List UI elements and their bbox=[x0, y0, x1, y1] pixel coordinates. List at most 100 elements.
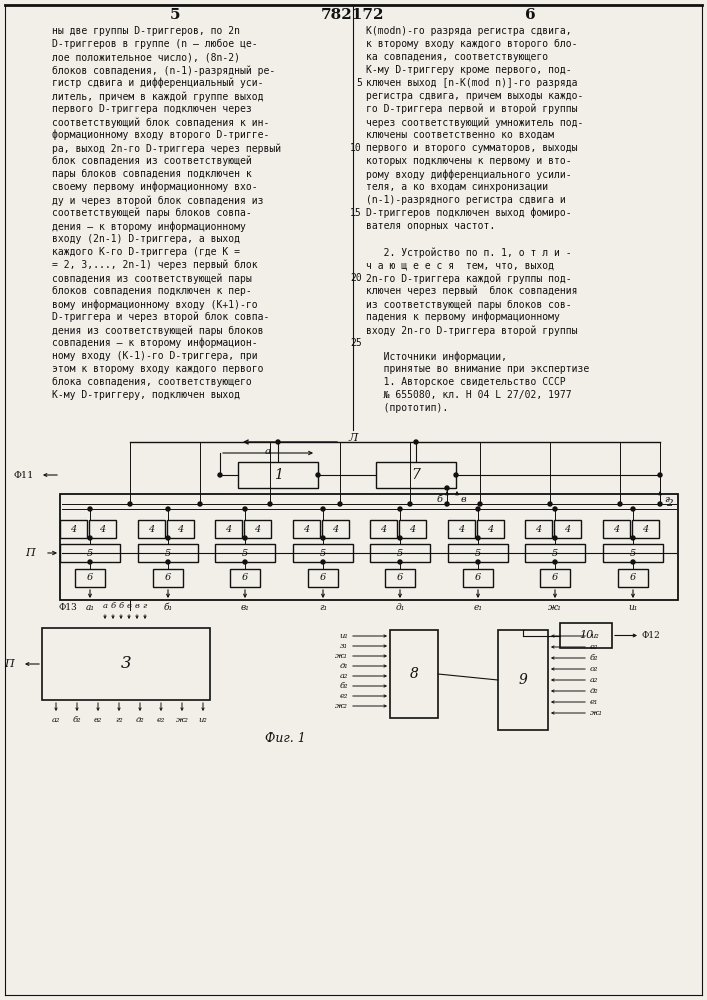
Circle shape bbox=[445, 502, 449, 506]
Text: а₁: а₁ bbox=[86, 603, 95, 612]
Circle shape bbox=[548, 502, 552, 506]
Text: д₁: д₁ bbox=[395, 603, 404, 612]
Text: принятые во внимание при экспертизе: принятые во внимание при экспертизе bbox=[366, 364, 589, 374]
Text: ключен выход [n-K(mod n)]-го разряда: ключен выход [n-K(mod n)]-го разряда bbox=[366, 78, 578, 88]
Bar bbox=[42, 628, 210, 700]
Circle shape bbox=[276, 440, 280, 444]
Text: д₁: д₁ bbox=[339, 662, 348, 670]
Text: дения – к второму информационному: дения – к второму информационному bbox=[52, 221, 246, 232]
Text: Источники информации,: Источники информации, bbox=[366, 351, 507, 361]
Circle shape bbox=[88, 560, 92, 564]
Circle shape bbox=[128, 502, 132, 506]
Circle shape bbox=[658, 502, 662, 506]
Text: которых подключены к первому и вто-: которых подключены к первому и вто- bbox=[366, 156, 572, 166]
Text: 5: 5 bbox=[242, 548, 248, 558]
Text: 5: 5 bbox=[630, 548, 636, 558]
Bar bbox=[89, 520, 116, 538]
Text: Φ13: Φ13 bbox=[59, 603, 77, 612]
Text: д₂: д₂ bbox=[590, 687, 599, 695]
Circle shape bbox=[166, 536, 170, 540]
Text: регистра сдвига, причем выходы каждо-: регистра сдвига, причем выходы каждо- bbox=[366, 91, 583, 101]
Text: ч а ю щ е е с я  тем, что, выход: ч а ю щ е е с я тем, что, выход bbox=[366, 260, 554, 270]
Text: Φ11: Φ11 bbox=[14, 471, 34, 480]
Bar bbox=[525, 544, 585, 562]
Text: вому информационному входу (К+1)-го: вому информационному входу (К+1)-го bbox=[52, 299, 257, 310]
Text: первого D-триггера подключен через: первого D-триггера подключен через bbox=[52, 104, 252, 114]
Circle shape bbox=[553, 507, 557, 511]
Text: 15: 15 bbox=[350, 208, 362, 218]
Circle shape bbox=[243, 507, 247, 511]
Bar bbox=[618, 569, 648, 587]
Bar bbox=[554, 520, 581, 538]
Text: 6: 6 bbox=[87, 574, 93, 582]
Text: дения из соответствующей пары блоков: дения из соответствующей пары блоков bbox=[52, 325, 264, 336]
Text: ж₁: ж₁ bbox=[335, 652, 348, 660]
Text: 4: 4 bbox=[71, 524, 76, 534]
Circle shape bbox=[398, 560, 402, 564]
Circle shape bbox=[476, 507, 480, 511]
Bar bbox=[463, 569, 493, 587]
Circle shape bbox=[166, 560, 170, 564]
Circle shape bbox=[243, 560, 247, 564]
Bar bbox=[540, 569, 570, 587]
Text: а₂: а₂ bbox=[339, 672, 348, 680]
Text: б₂: б₂ bbox=[73, 716, 81, 724]
Circle shape bbox=[268, 502, 272, 506]
Text: 4: 4 bbox=[643, 524, 648, 534]
Text: 5: 5 bbox=[552, 548, 558, 558]
Text: (n-1)-разрядного регистра сдвига и: (n-1)-разрядного регистра сдвига и bbox=[366, 195, 566, 205]
Text: 7: 7 bbox=[411, 468, 421, 482]
Text: 4: 4 bbox=[614, 524, 619, 534]
Text: г: г bbox=[664, 495, 669, 504]
Circle shape bbox=[553, 536, 557, 540]
Text: ж₂: ж₂ bbox=[175, 716, 189, 724]
Text: ж₁: ж₁ bbox=[590, 709, 603, 717]
Bar bbox=[215, 544, 275, 562]
Text: гистр сдвига и дифференциальный уси-: гистр сдвига и дифференциальный уси- bbox=[52, 78, 264, 89]
Text: входу 2n-го D-триггера второй группы: входу 2n-го D-триггера второй группы bbox=[366, 325, 578, 336]
Text: 1: 1 bbox=[274, 468, 282, 482]
Text: и₂: и₂ bbox=[590, 632, 599, 640]
Text: 4: 4 bbox=[226, 524, 232, 534]
Text: блоков совпадения подключен к пер-: блоков совпадения подключен к пер- bbox=[52, 286, 252, 296]
Text: 6: 6 bbox=[242, 574, 248, 582]
Bar bbox=[244, 520, 271, 538]
Text: Φ12: Φ12 bbox=[642, 631, 661, 640]
Text: П: П bbox=[4, 659, 14, 669]
Bar bbox=[448, 520, 475, 538]
Text: 3: 3 bbox=[121, 656, 132, 672]
Text: 6: 6 bbox=[630, 574, 636, 582]
Text: е₂: е₂ bbox=[590, 643, 598, 651]
Text: в₂: в₂ bbox=[94, 716, 102, 724]
Text: 4: 4 bbox=[332, 524, 339, 534]
Text: каждого К-го D-триггера (где К =: каждого К-го D-триггера (где К = bbox=[52, 247, 240, 257]
Bar bbox=[238, 462, 318, 488]
Bar bbox=[385, 569, 415, 587]
Text: 4: 4 bbox=[458, 524, 464, 534]
Circle shape bbox=[476, 560, 480, 564]
Text: рому входу дифференциального усили-: рому входу дифференциального усили- bbox=[366, 169, 572, 180]
Bar bbox=[167, 520, 194, 538]
Circle shape bbox=[478, 502, 482, 506]
Text: 2: 2 bbox=[667, 499, 673, 508]
Text: 5: 5 bbox=[87, 548, 93, 558]
Circle shape bbox=[316, 473, 320, 477]
Text: а₂: а₂ bbox=[590, 676, 598, 684]
Text: соответствующий блок совпадения к ин-: соответствующий блок совпадения к ин- bbox=[52, 117, 269, 127]
Text: 5: 5 bbox=[356, 78, 362, 88]
Text: 6: 6 bbox=[320, 574, 326, 582]
Circle shape bbox=[631, 536, 635, 540]
Bar bbox=[603, 520, 630, 538]
Text: и₂: и₂ bbox=[199, 716, 207, 724]
Text: б₂: б₂ bbox=[339, 682, 348, 690]
Text: 4: 4 bbox=[100, 524, 105, 534]
Text: о₂: о₂ bbox=[590, 665, 598, 673]
Text: D-триггера и через второй блок совпа-: D-триггера и через второй блок совпа- bbox=[52, 312, 269, 322]
Circle shape bbox=[618, 502, 622, 506]
Text: 8: 8 bbox=[409, 667, 419, 681]
Bar bbox=[560, 623, 612, 648]
Bar bbox=[632, 520, 659, 538]
Text: Л: Л bbox=[348, 433, 357, 443]
Text: ны две группы D-триггеров, по 2n: ны две группы D-триггеров, по 2n bbox=[52, 26, 240, 36]
Text: 6: 6 bbox=[165, 574, 171, 582]
